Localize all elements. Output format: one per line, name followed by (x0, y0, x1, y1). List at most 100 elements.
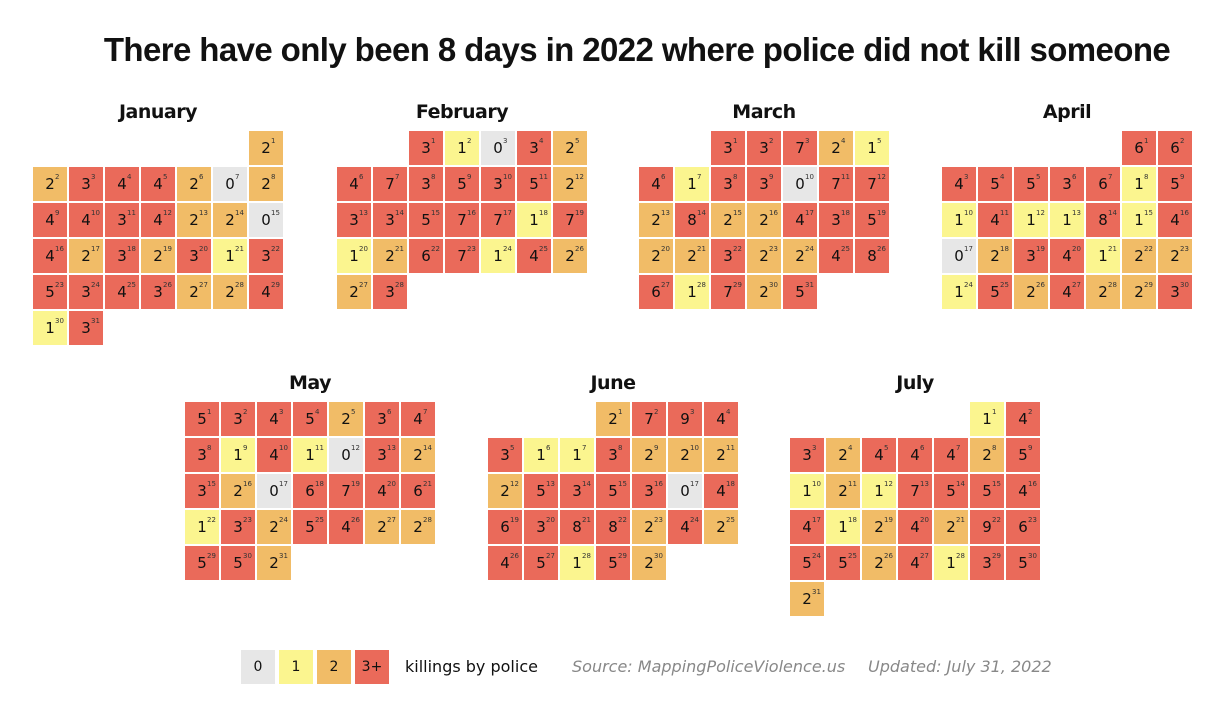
day-number: 11 (841, 173, 850, 181)
day-number: 6 (359, 173, 364, 181)
day-cell-may-24: 2 24 (257, 510, 291, 544)
day-cell-january-21: 1 21 (213, 239, 247, 273)
day-value: 2 (644, 518, 654, 536)
day-number: 1 (733, 137, 738, 145)
day-number: 10 (279, 444, 288, 452)
day-value: 3 (644, 482, 654, 500)
day-cell-july-18: 1 18 (826, 510, 860, 544)
day-number: 9 (467, 173, 472, 181)
day-value: 3 (421, 175, 431, 193)
day-value: 1 (867, 139, 877, 157)
day-number: 22 (1144, 245, 1153, 253)
day-number: 11 (848, 480, 857, 488)
day-number: 12 (351, 444, 360, 452)
day-value: 4 (153, 175, 163, 193)
day-value: 1 (1098, 247, 1108, 265)
day-number: 4 (726, 408, 731, 416)
day-number: 3 (690, 408, 695, 416)
day-cell-may-29: 5 29 (185, 546, 219, 580)
day-cell-march-23: 2 23 (747, 239, 781, 273)
day-value: 2 (982, 446, 992, 464)
day-value: 2 (261, 175, 271, 193)
day-cell-june-20: 3 20 (524, 510, 558, 544)
day-cell-april-19: 3 19 (1014, 239, 1048, 273)
day-value: 5 (946, 482, 956, 500)
month-label-may: May (288, 372, 332, 394)
day-value: 3 (117, 247, 127, 265)
day-value: 2 (687, 247, 697, 265)
day-cell-january-16: 4 16 (33, 239, 67, 273)
day-cell-june-28: 1 28 (560, 546, 594, 580)
day-cell-march-28: 1 28 (675, 275, 709, 309)
day-number: 24 (964, 281, 973, 289)
day-number: 1 (271, 137, 276, 145)
day-cell-may-25: 5 25 (293, 510, 327, 544)
day-number: 6 (920, 444, 925, 452)
day-cell-february-23: 7 23 (445, 239, 479, 273)
day-value: 2 (189, 283, 199, 301)
day-number: 29 (992, 552, 1001, 560)
day-cell-july-20: 4 20 (898, 510, 932, 544)
day-number: 22 (431, 245, 440, 253)
day-value: 4 (529, 247, 539, 265)
day-cell-july-21: 2 21 (934, 510, 968, 544)
day-number: 5 (884, 444, 889, 452)
day-value: 8 (867, 247, 877, 265)
day-value: 1 (946, 554, 956, 572)
day-value: 3 (759, 139, 769, 157)
day-cell-june-17: 0 17 (668, 474, 702, 508)
day-cell-may-18: 6 18 (293, 474, 327, 508)
day-number: 25 (127, 281, 136, 289)
day-number: 8 (992, 444, 997, 452)
day-cell-july-24: 5 24 (790, 546, 824, 580)
day-value: 2 (349, 283, 359, 301)
day-value: 1 (457, 139, 467, 157)
day-number: 28 (956, 552, 965, 560)
day-number: 22 (992, 516, 1001, 524)
day-cell-february-17: 7 17 (481, 203, 515, 237)
day-value: 2 (838, 482, 848, 500)
day-number: 25 (848, 552, 857, 560)
day-cell-january-12: 4 12 (141, 203, 175, 237)
day-cell-january-25: 4 25 (105, 275, 139, 309)
day-value: 8 (572, 518, 582, 536)
day-number: 5 (877, 137, 882, 145)
day-cell-february-24: 1 24 (481, 239, 515, 273)
day-number: 30 (1028, 552, 1037, 560)
day-number: 26 (510, 552, 519, 560)
day-number: 16 (1028, 480, 1037, 488)
day-number: 13 (661, 209, 670, 217)
day-value: 2 (269, 554, 279, 572)
day-number: 11 (726, 444, 735, 452)
day-number: 22 (207, 516, 216, 524)
day-number: 26 (163, 281, 172, 289)
day-cell-july-22: 9 22 (970, 510, 1004, 544)
day-value: 2 (680, 446, 690, 464)
day-value: 6 (413, 482, 423, 500)
day-cell-february-13: 3 13 (337, 203, 371, 237)
day-number: 18 (315, 480, 324, 488)
day-number: 14 (697, 209, 706, 217)
day-value: 0 (680, 482, 690, 500)
day-cell-july-14: 5 14 (934, 474, 968, 508)
day-number: 6 (1072, 173, 1077, 181)
day-value: 2 (716, 446, 726, 464)
day-value: 7 (867, 175, 877, 193)
day-value: 2 (45, 175, 55, 193)
day-value: 4 (1170, 211, 1180, 229)
day-number: 11 (539, 173, 548, 181)
day-number: 10 (91, 209, 100, 217)
day-number: 22 (271, 245, 280, 253)
day-number: 12 (510, 480, 519, 488)
day-value: 6 (1170, 139, 1180, 157)
day-number: 15 (992, 480, 1001, 488)
day-number: 2 (769, 137, 774, 145)
day-cell-april-26: 2 26 (1014, 275, 1048, 309)
